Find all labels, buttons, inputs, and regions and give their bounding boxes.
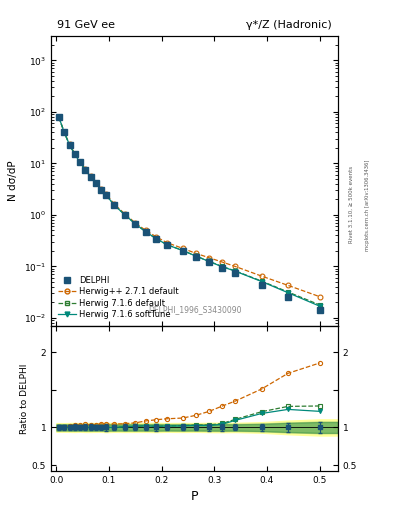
Text: mcplots.cern.ch [arXiv:1306.3436]: mcplots.cern.ch [arXiv:1306.3436] <box>365 159 370 250</box>
Y-axis label: Ratio to DELPHI: Ratio to DELPHI <box>20 364 29 434</box>
Text: DELPHI_1996_S3430090: DELPHI_1996_S3430090 <box>148 305 241 314</box>
Y-axis label: N dσ/dP: N dσ/dP <box>8 161 18 201</box>
Text: γ*/Z (Hadronic): γ*/Z (Hadronic) <box>246 20 332 30</box>
X-axis label: P: P <box>191 490 198 503</box>
Text: Rivet 3.1.10, ≥ 500k events: Rivet 3.1.10, ≥ 500k events <box>349 166 354 243</box>
Legend: DELPHI, Herwig++ 2.7.1 default, Herwig 7.1.6 default, Herwig 7.1.6 softTune: DELPHI, Herwig++ 2.7.1 default, Herwig 7… <box>55 273 182 322</box>
Text: 91 GeV ee: 91 GeV ee <box>57 20 115 30</box>
